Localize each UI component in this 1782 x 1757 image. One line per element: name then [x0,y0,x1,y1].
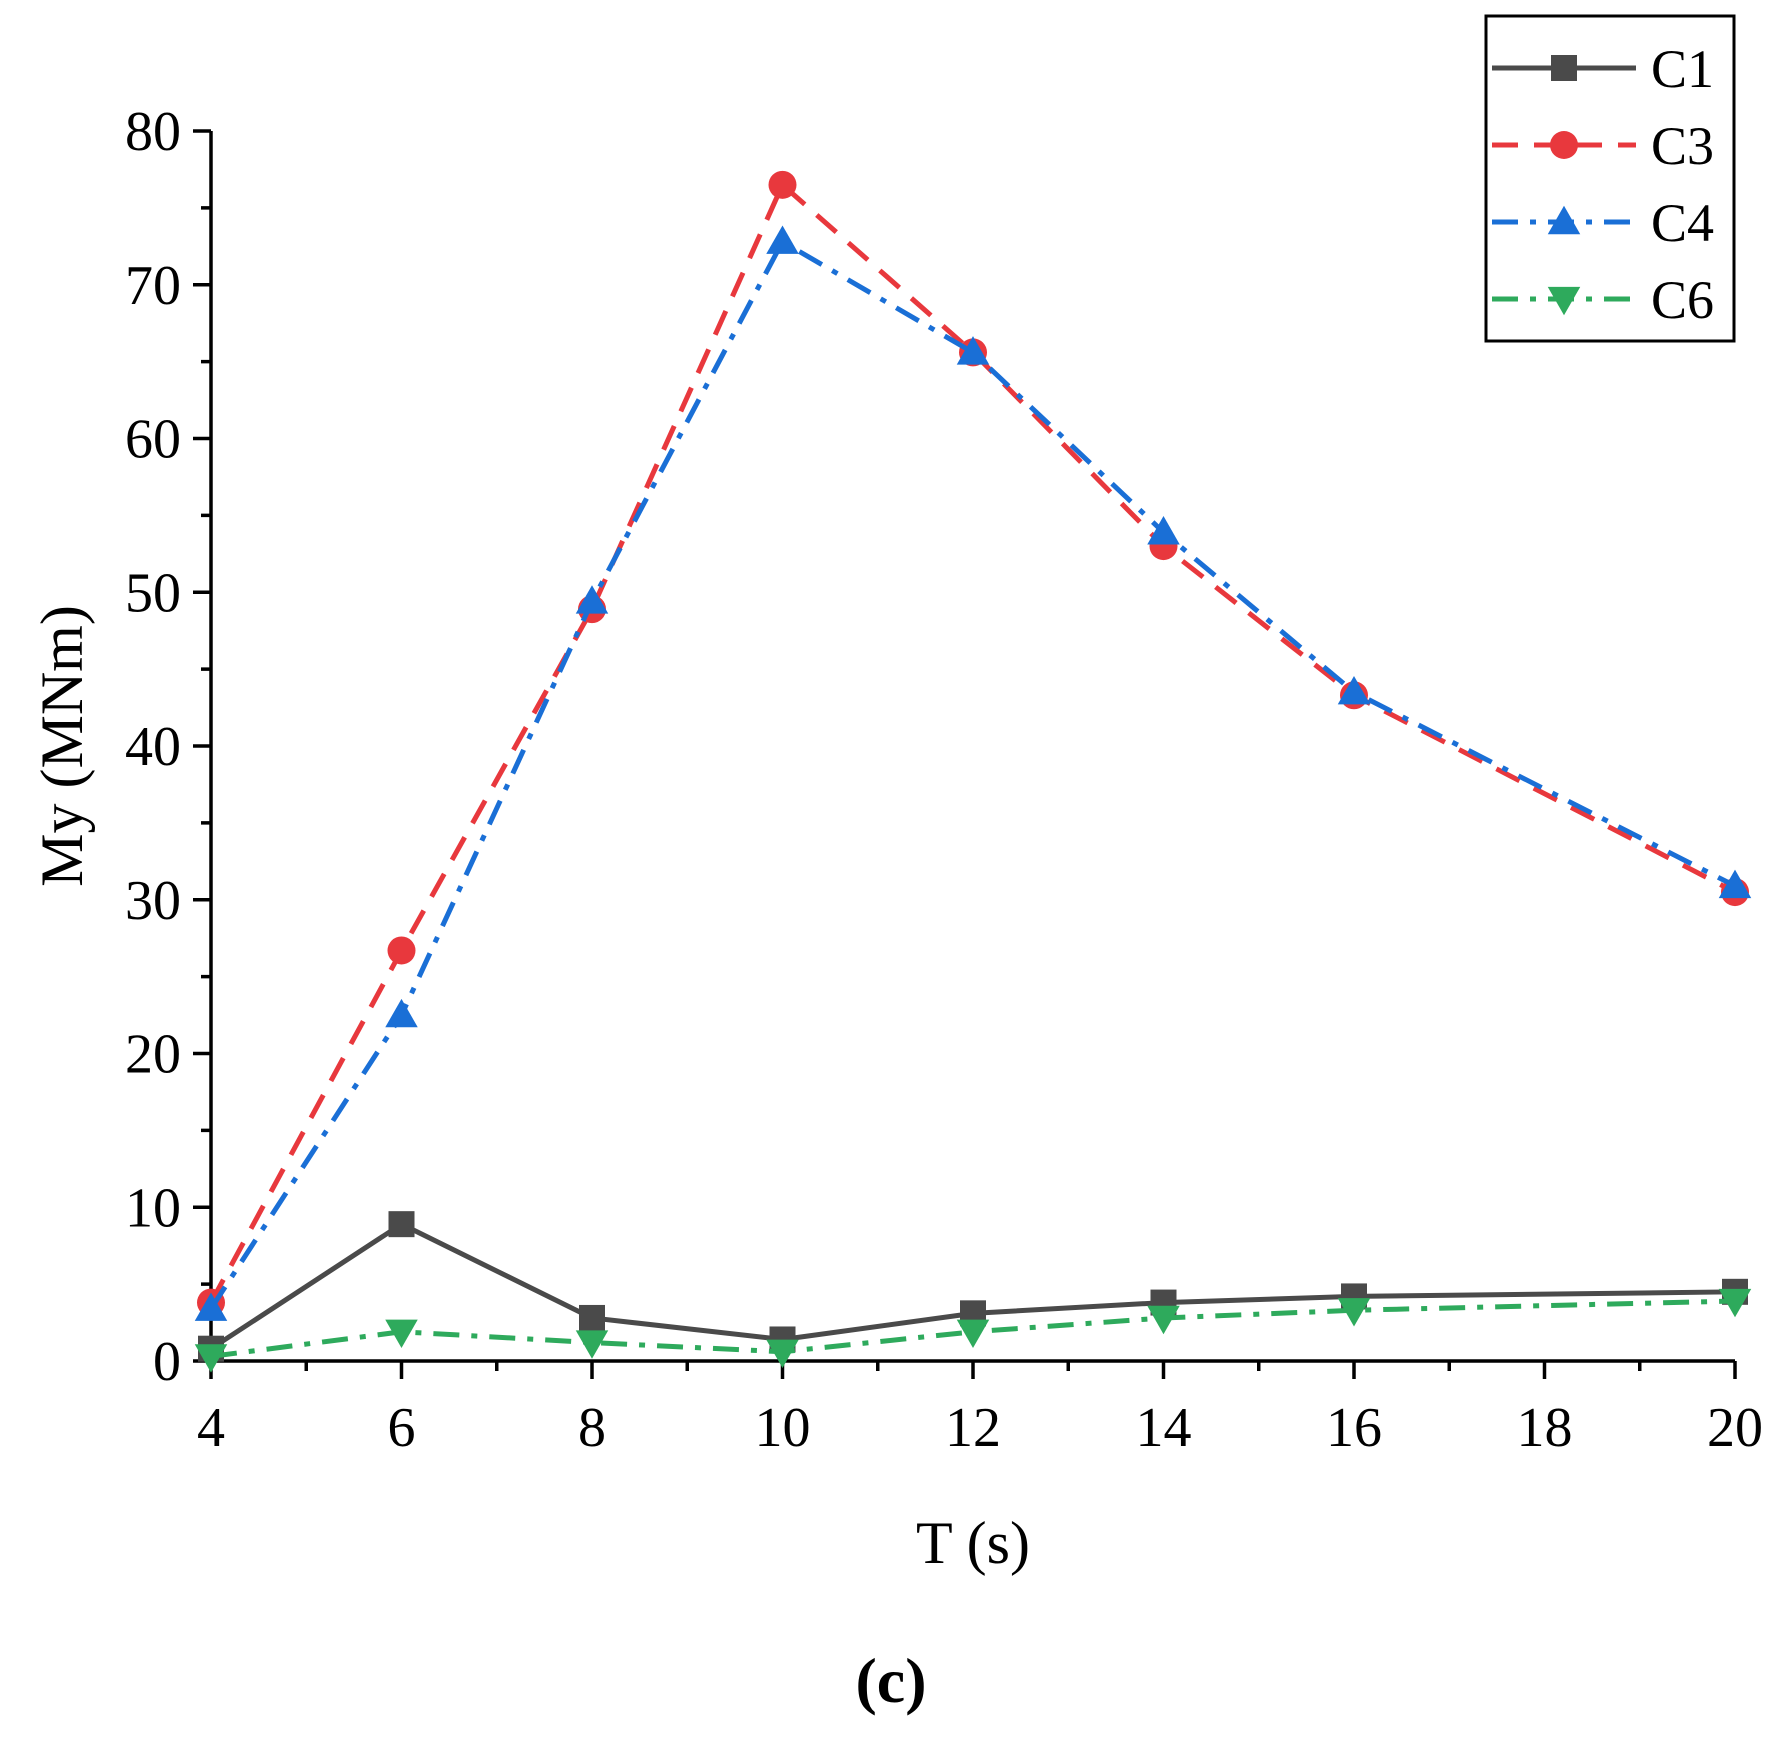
data-point-c4 [575,585,609,614]
data-point-c6 [956,1319,990,1349]
y-tick-label: 0 [153,1331,181,1393]
legend-label: C4 [1651,193,1714,253]
y-tick-label: 60 [125,409,181,471]
data-point-c4 [766,225,799,254]
x-tick-label: 6 [388,1397,416,1459]
x-tick-label: 18 [1517,1397,1573,1459]
y-tick-label: 50 [125,562,181,624]
axes: 4 6 8 10 12 14 16 18 20 0 10 20 30 40 50 60 70 80 [125,101,1763,1459]
legend-label: C1 [1651,39,1714,99]
legend-label: C6 [1651,270,1714,330]
data-point-c3 [387,936,416,965]
x-tick-label: 12 [945,1397,1001,1459]
legend-item-c4: C4 [1492,193,1714,253]
data-point-c6 [1337,1298,1371,1327]
legend-marker [1547,286,1581,316]
data-point-c4 [385,998,418,1028]
y-axis-title: My (MNm) [29,605,95,887]
y-tick-label: 10 [125,1177,181,1239]
legend: C1 C3 C4 C6 [1484,14,1736,343]
y-tick-label: 20 [125,1024,181,1086]
data-point-c1 [579,1304,605,1331]
y-tick-label: 80 [125,101,181,163]
series-c6 [194,1288,1752,1373]
data-point-c6 [766,1339,799,1369]
data-point-c3 [768,170,797,199]
legend-marker [1550,131,1578,159]
legend-item-c1: C1 [1492,39,1714,99]
x-tick-label: 14 [1136,1397,1192,1459]
data-point-c4 [1337,675,1371,705]
data-point-c6 [1718,1288,1752,1318]
data-point-c6 [194,1344,228,1373]
x-tick-label: 16 [1326,1397,1382,1459]
x-tick-label: 4 [197,1397,225,1459]
legend-item-c3: C3 [1492,116,1714,176]
series-line-c1 [209,1221,1736,1351]
panel-label: (c) [855,1645,926,1716]
series-c4 [194,225,1752,1321]
data-point-c6 [385,1319,418,1349]
legend-marker [1547,205,1581,235]
x-tick-label: 20 [1707,1397,1763,1459]
data-point-c6 [1147,1305,1180,1335]
y-tick-label: 70 [125,255,181,317]
data-point-c4 [1718,869,1752,899]
data-point-c1 [388,1211,415,1238]
y-tick-label: 40 [125,716,181,778]
series-group [194,170,1752,1373]
data-point-c6 [575,1330,609,1359]
x-axis-title: T (s) [916,1510,1030,1576]
y-tick-label: 30 [125,870,181,932]
legend-item-c6: C6 [1492,270,1714,330]
legend-marker [1551,55,1577,81]
legend-label: C3 [1651,116,1714,176]
series-line-c3 [208,182,1737,1304]
x-tick-label: 8 [578,1397,606,1459]
data-point-c4 [1147,516,1180,545]
x-tick-label: 10 [755,1397,811,1459]
data-point-c4 [194,1292,228,1321]
data-point-c4 [956,336,990,365]
